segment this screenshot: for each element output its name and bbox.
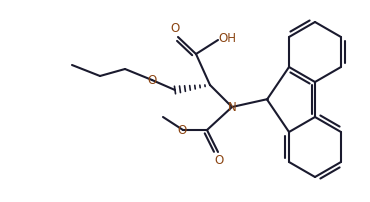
- Text: O: O: [147, 74, 157, 87]
- Text: O: O: [177, 124, 186, 137]
- Text: OH: OH: [218, 32, 236, 45]
- Text: N: N: [228, 101, 236, 114]
- Text: O: O: [170, 22, 179, 35]
- Text: O: O: [214, 154, 223, 167]
